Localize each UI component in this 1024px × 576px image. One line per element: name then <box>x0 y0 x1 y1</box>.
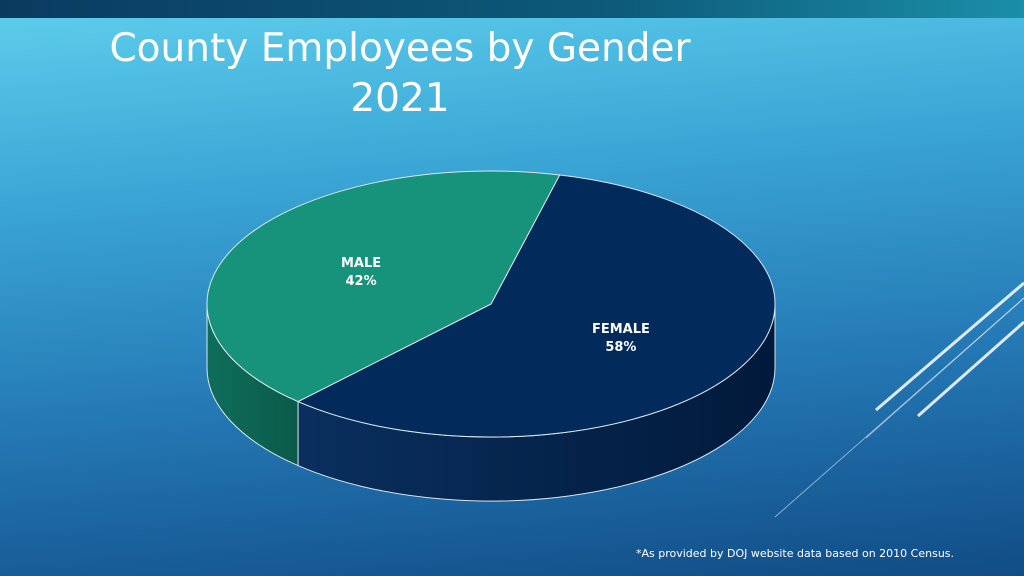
slide-title: County Employees by Gender 2021 <box>100 24 700 124</box>
slice-value-male: 42% <box>346 274 377 289</box>
footnote: *As provided by DOJ website data based o… <box>636 547 955 560</box>
slide-title-line-1: County Employees by Gender <box>109 26 691 71</box>
pie-slice-female <box>296 174 776 438</box>
slice-label-male: MALE <box>341 256 381 271</box>
pie-slice-male <box>206 170 561 403</box>
slice-value-female: 58% <box>605 340 636 355</box>
slide-title-line-2: 2021 <box>350 76 450 121</box>
top-accent-bar <box>0 0 1024 18</box>
slice-label-female: FEMALE <box>592 322 650 337</box>
